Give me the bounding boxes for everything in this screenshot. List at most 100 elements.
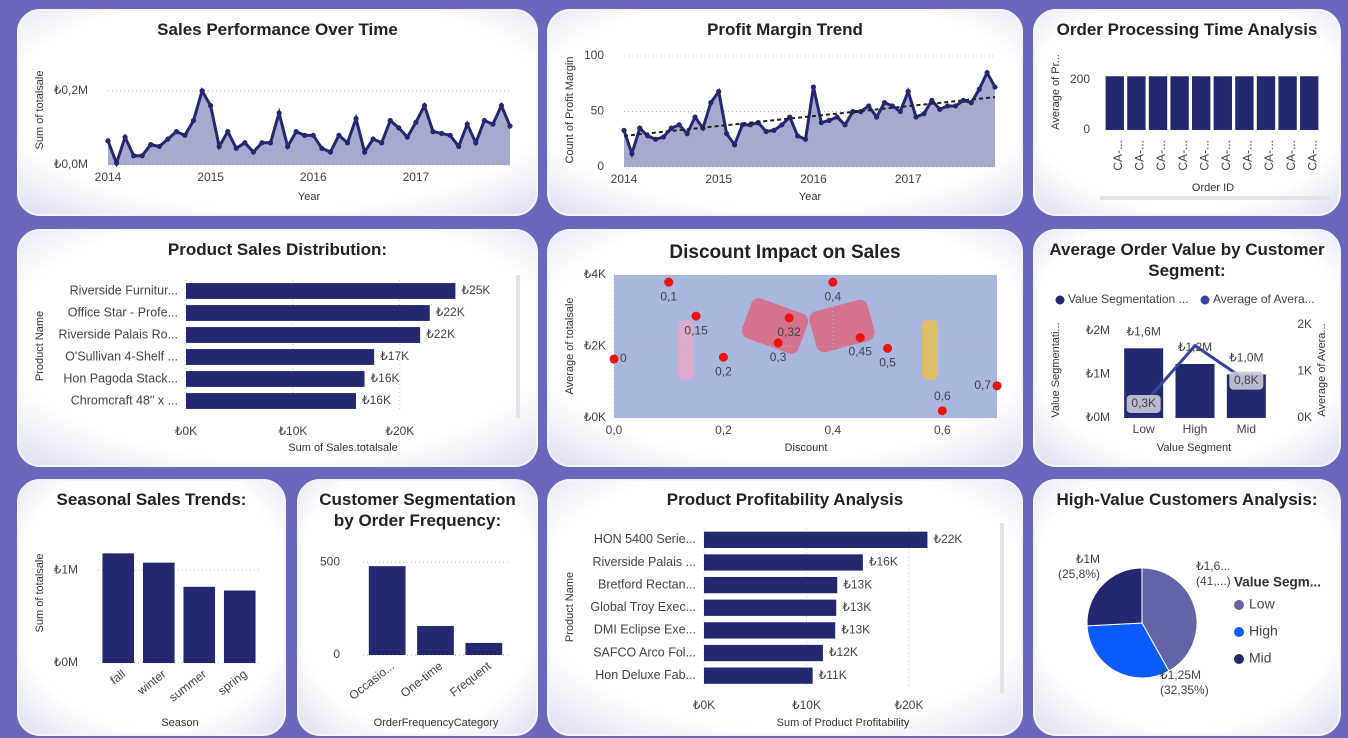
x-tick-label: 2017 — [403, 170, 430, 184]
data-label: ₺17K — [380, 349, 409, 363]
legend-title: Value Segm... — [1234, 575, 1321, 590]
point — [250, 149, 257, 155]
point — [976, 86, 982, 92]
y-tick-label: ₺1M — [54, 562, 78, 576]
point — [182, 132, 188, 138]
chart-title: Seasonal Sales Trends: — [56, 490, 247, 509]
data-label: ₺16K — [371, 371, 400, 385]
x-tick-label: High — [1183, 422, 1208, 436]
data-label: 0 — [620, 351, 627, 365]
data-label: 0,3 — [770, 350, 787, 364]
point — [148, 141, 154, 148]
bar — [183, 586, 216, 663]
chart-title: Product Profitability Analysis — [666, 490, 904, 509]
point — [165, 136, 171, 142]
point — [992, 381, 1002, 391]
title-box: Sales Performance Over Time — [157, 20, 398, 39]
point — [507, 123, 513, 129]
point — [773, 338, 783, 348]
x-tick-label: CA-... — [1197, 140, 1211, 171]
x-tick-label: 0,0 — [606, 423, 623, 437]
y-axis-title: Sum of totalsale — [34, 71, 46, 150]
legend-label: Low — [1249, 596, 1276, 612]
title-box: Customer Segmentation by Order Frequency… — [319, 490, 515, 530]
point — [716, 88, 722, 95]
point — [190, 117, 197, 124]
point — [233, 145, 239, 151]
point — [897, 108, 903, 115]
point — [718, 352, 728, 362]
data-label: 0,5 — [879, 355, 896, 369]
legend-marker — [1055, 295, 1065, 305]
point — [421, 103, 428, 109]
x-tick-label: 0,4 — [825, 423, 842, 437]
data-label: ₺25K — [461, 283, 490, 297]
y-tick-label: ₺0,2M — [54, 83, 88, 97]
point — [242, 140, 248, 146]
point — [992, 84, 998, 90]
bar — [223, 590, 256, 663]
x-tick-label: CA-... — [1241, 140, 1255, 171]
x-tick-label: 2015 — [197, 170, 224, 184]
point — [344, 140, 351, 146]
legend-marker — [1234, 627, 1244, 637]
data-label: 0,3K — [1131, 396, 1156, 410]
point — [259, 140, 265, 146]
title-box: Discount Impact on Sales — [669, 242, 900, 263]
point — [379, 140, 385, 146]
point — [945, 103, 951, 109]
x-tick-label: Low — [1133, 422, 1155, 436]
data-label: ₺13K — [843, 577, 872, 591]
point — [370, 136, 376, 142]
point — [361, 149, 368, 155]
pie-slice — [1086, 567, 1143, 627]
x-tick-label: ₺10K — [278, 424, 307, 438]
x-tick-label: CA-... — [1133, 140, 1147, 171]
point — [225, 129, 231, 135]
legend-marker — [1200, 295, 1210, 305]
point — [173, 129, 180, 135]
point — [984, 70, 990, 76]
bar — [1105, 76, 1124, 130]
x-axis-title: Order ID — [1192, 182, 1234, 194]
y-axis-title: Average of totalsale — [564, 297, 576, 394]
point — [473, 140, 479, 146]
point — [660, 134, 667, 140]
point — [629, 151, 635, 157]
point — [387, 117, 393, 124]
x-axis-title: Season — [161, 717, 198, 729]
data-label: ₺1M — [1076, 552, 1100, 566]
bar — [704, 667, 813, 684]
y-tick-label: SAFCO Arco Fol... — [593, 645, 696, 659]
point — [784, 313, 794, 323]
point — [795, 133, 801, 139]
bar — [186, 371, 365, 387]
line — [1142, 343, 1248, 405]
y-tick-label: ₺0M — [1086, 410, 1110, 424]
point — [692, 114, 698, 120]
x-axis-title: Discount — [785, 442, 828, 454]
point — [883, 343, 893, 353]
point — [855, 333, 865, 343]
y-tick-label: ₺0,0M — [54, 157, 88, 171]
bar — [1127, 76, 1146, 130]
point — [208, 103, 214, 109]
point — [652, 136, 659, 142]
point — [834, 114, 840, 120]
x-tick-label: 2014 — [95, 170, 122, 184]
y-tick-label: Office Star - Profe... — [68, 305, 178, 319]
point — [724, 131, 730, 137]
y-tick-label: 2K — [1297, 317, 1312, 331]
y-tick-label: Riverside Furnitur... — [70, 283, 178, 297]
x-tick-label: ₺20K — [895, 698, 924, 712]
bar — [1278, 76, 1297, 130]
x-axis-title: Year — [799, 191, 822, 203]
bar — [465, 642, 503, 655]
percent-label: (41,...) — [1196, 574, 1231, 588]
chart-title: High-Value Customers Analysis: — [1056, 490, 1318, 509]
y-tick-label: ₺2K — [584, 339, 606, 353]
y-axis-title: Product Name — [34, 311, 46, 381]
bar — [1175, 363, 1215, 418]
data-label: 0,8K — [1234, 373, 1259, 387]
pie-slice — [1086, 622, 1170, 679]
